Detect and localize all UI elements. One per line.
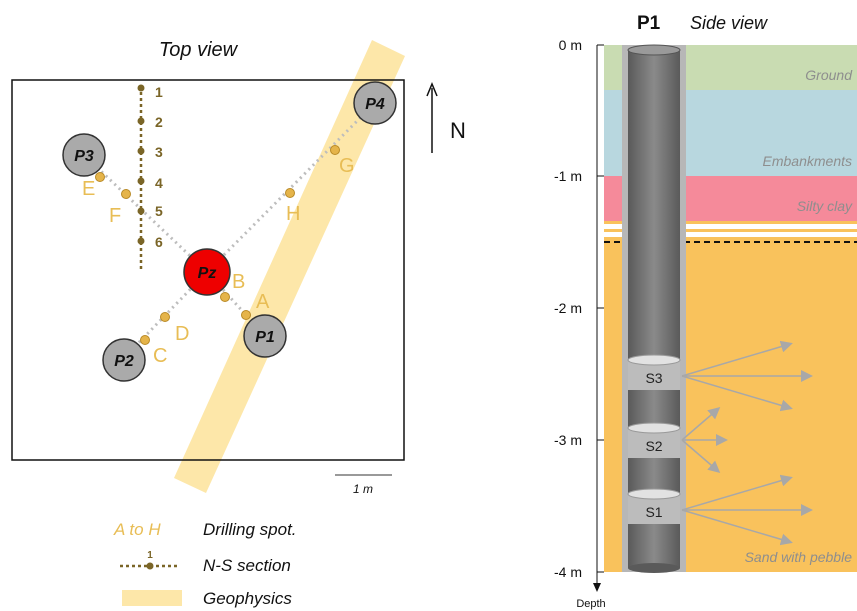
layer-label-ground: Ground [805, 67, 853, 83]
ns-label-3: 3 [155, 144, 163, 160]
drill-label-C: C [153, 345, 167, 367]
layer-label-silty-clay: Silty clay [797, 198, 853, 214]
drill-label-G: G [339, 155, 355, 177]
geophysics-band [174, 40, 405, 493]
north-arrow-head [426, 82, 438, 97]
layer-silty-clay-stripe-2 [604, 229, 857, 232]
depth-tick-4: -4 m [554, 564, 582, 580]
layer-label-embankments: Embankments [763, 153, 852, 169]
depth-axis-arrow [593, 583, 601, 592]
sensor-label-S3: S3 [645, 370, 662, 386]
piezometer-label-P3: P3 [74, 148, 94, 165]
drilling-spot-markers [95, 145, 340, 345]
legend-key-ns: 1 [147, 550, 153, 561]
legend-key-drilling: A to H [113, 520, 161, 539]
piezometer-Pz: Pz [183, 248, 231, 296]
drill-spot-D [160, 312, 170, 322]
drill-spot-B [220, 292, 230, 302]
drill-spot-E [95, 172, 105, 182]
sensor-label-S2: S2 [645, 438, 662, 454]
drill-spot-C [140, 335, 150, 345]
sensor-S3: S3 [627, 354, 681, 390]
drill-label-E: E [82, 178, 95, 200]
piezometer-P3: P3 [62, 133, 106, 177]
drill-label-H: H [286, 203, 300, 225]
ns-point-4 [137, 177, 145, 185]
sensor-arrows [681, 340, 813, 546]
depth-tick-0: 0 m [559, 37, 582, 53]
layer-label-sand: Sand with pebble [745, 549, 853, 565]
ns-label-2: 2 [155, 114, 163, 130]
drill-label-B: B [232, 271, 245, 293]
layer-silty-clay-stripe-1 [604, 221, 857, 224]
piezometer-P2: P2 [102, 338, 146, 382]
well-top [627, 44, 681, 56]
ns-section-points [137, 84, 145, 245]
ns-point-1 [137, 84, 145, 92]
scale-label: 1 m [353, 482, 373, 496]
sensor-S2: S2 [627, 422, 681, 458]
ns-label-1: 1 [155, 84, 163, 100]
well-bottom [628, 563, 680, 573]
piezometer-label-Pz: Pz [198, 265, 217, 282]
legend-label-drilling: Drilling spot. [203, 520, 297, 539]
sensor-label-S1: S1 [645, 504, 662, 520]
piezometer-label-P4: P4 [365, 96, 385, 113]
side-view-panel: P1 Side view Ground Embankments Silty cl… [554, 13, 857, 610]
drill-spot-F [121, 189, 131, 199]
ns-point-6 [137, 237, 145, 245]
ns-point-2 [137, 117, 145, 125]
depth-tick-1: -1 m [554, 168, 582, 184]
ns-point-3 [137, 147, 145, 155]
depth-tick-3: -3 m [554, 432, 582, 448]
depth-tick-2: -2 m [554, 300, 582, 316]
ns-label-4: 4 [155, 175, 163, 191]
piezometer-label-P1: P1 [255, 329, 275, 346]
well-tube [628, 50, 680, 568]
legend-geophysics-swatch [122, 590, 182, 606]
sensor-S1: S1 [627, 488, 681, 524]
drill-label-D: D [175, 323, 189, 345]
drill-spot-G [330, 145, 340, 155]
piezometer-P4: P4 [353, 81, 397, 125]
side-view-title: Side view [690, 13, 768, 33]
top-view-title: Top view [159, 39, 239, 61]
site-boundary [11, 79, 405, 461]
drill-spot-H [285, 188, 295, 198]
drill-spot-A [241, 310, 251, 320]
legend-label-geophysics: Geophysics [203, 589, 292, 608]
legend: A to H Drilling spot. 1 N-S section Geop… [113, 520, 297, 608]
ns-point-5 [137, 207, 145, 215]
legend-label-ns: N-S section [203, 556, 291, 575]
drill-label-F: F [109, 205, 121, 227]
ns-label-5: 5 [155, 203, 163, 219]
piezometer-label-P2: P2 [114, 353, 134, 370]
depth-ticks [597, 44, 604, 573]
north-label: N [450, 118, 466, 143]
side-view-well-label: P1 [637, 13, 661, 34]
piezometer-P1: P1 [243, 314, 287, 358]
top-view-panel: Top view N 1 2 3 4 [11, 39, 466, 608]
legend-ns-point [146, 562, 154, 570]
depth-axis-label: Depth [576, 598, 605, 610]
drill-label-A: A [256, 291, 270, 313]
ns-label-6: 6 [155, 234, 163, 250]
